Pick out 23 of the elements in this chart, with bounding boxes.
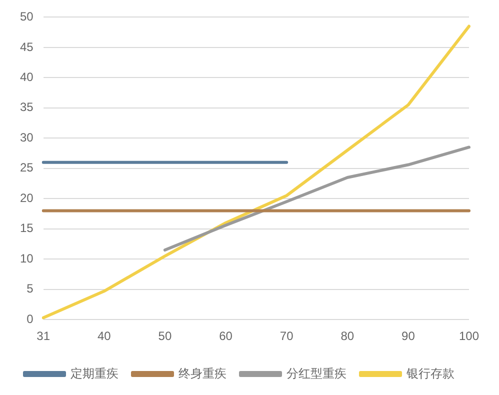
x-tick-label: 40	[97, 329, 112, 344]
legend-label: 定期重疾	[70, 366, 118, 380]
y-tick-label: 10	[20, 251, 34, 266]
y-tick-label: 50	[20, 10, 34, 24]
y-tick-label: 30	[20, 130, 34, 144]
x-tick-label: 31	[36, 329, 50, 344]
legend-label: 终身重疾	[178, 366, 226, 380]
y-tick-label: 20	[20, 190, 34, 205]
y-tick-label: 40	[20, 70, 34, 84]
y-tick-label: 35	[20, 100, 34, 114]
x-tick-label: 90	[402, 329, 416, 344]
x-tick-label: 60	[219, 329, 233, 344]
x-tick-label: 80	[340, 329, 354, 344]
y-tick-label: 5	[26, 282, 34, 296]
legend-label: 银行存款	[406, 366, 454, 380]
x-tick-label: 100	[458, 329, 480, 344]
y-tick-label: 25	[20, 160, 34, 175]
x-tick-label: 50	[158, 329, 172, 344]
y-tick-label: 15	[20, 221, 34, 236]
x-tick-label: 70	[280, 329, 294, 344]
y-tick-label: 0	[26, 312, 34, 326]
legend-label: 分红型重疾	[286, 366, 346, 380]
y-tick-label: 45	[20, 40, 34, 54]
